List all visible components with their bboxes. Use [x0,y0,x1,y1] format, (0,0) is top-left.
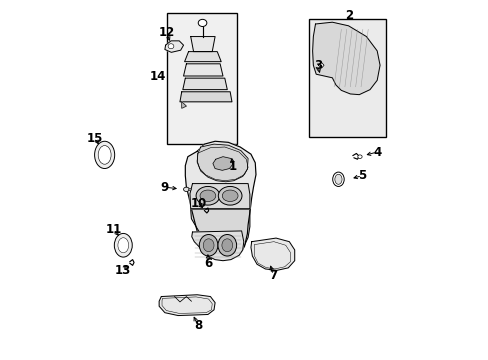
Ellipse shape [168,44,174,49]
Ellipse shape [218,186,242,205]
Bar [167,13,237,144]
Polygon shape [183,78,227,90]
Polygon shape [180,92,231,102]
Polygon shape [182,102,186,108]
Text: 1: 1 [228,160,237,173]
Text: 15: 15 [86,131,103,145]
Text: 13: 13 [114,264,130,277]
Ellipse shape [183,187,189,192]
Ellipse shape [114,233,132,257]
Text: 8: 8 [193,319,202,332]
Text: 14: 14 [149,69,165,82]
Ellipse shape [200,190,215,202]
Text: 11: 11 [105,223,122,236]
Ellipse shape [188,188,191,190]
Polygon shape [164,41,183,52]
Text: 2: 2 [345,9,353,22]
Text: 7: 7 [268,269,277,282]
Ellipse shape [357,155,362,158]
Polygon shape [159,295,215,316]
Polygon shape [190,184,249,209]
Text: 10: 10 [190,197,206,210]
Polygon shape [183,64,223,76]
Ellipse shape [222,190,238,202]
Polygon shape [212,157,233,170]
Ellipse shape [118,238,128,253]
Ellipse shape [334,174,341,184]
Text: 9: 9 [161,181,169,194]
Polygon shape [190,37,215,51]
Bar [308,19,386,137]
Text: 12: 12 [158,27,174,40]
Polygon shape [185,141,255,260]
Polygon shape [190,210,249,255]
Polygon shape [312,22,379,95]
Text: 5: 5 [357,169,366,182]
Polygon shape [250,238,294,270]
Ellipse shape [94,141,115,168]
Ellipse shape [198,19,206,27]
Ellipse shape [196,186,219,205]
Polygon shape [191,231,244,261]
Ellipse shape [332,172,344,186]
Ellipse shape [98,145,111,164]
Text: 3: 3 [313,59,322,72]
Ellipse shape [203,239,214,252]
Text: 6: 6 [203,257,212,270]
Polygon shape [184,51,221,62]
Polygon shape [318,62,324,68]
Ellipse shape [199,234,218,256]
Text: 4: 4 [372,145,381,158]
Ellipse shape [222,239,232,252]
Ellipse shape [218,234,236,256]
Polygon shape [197,144,247,182]
